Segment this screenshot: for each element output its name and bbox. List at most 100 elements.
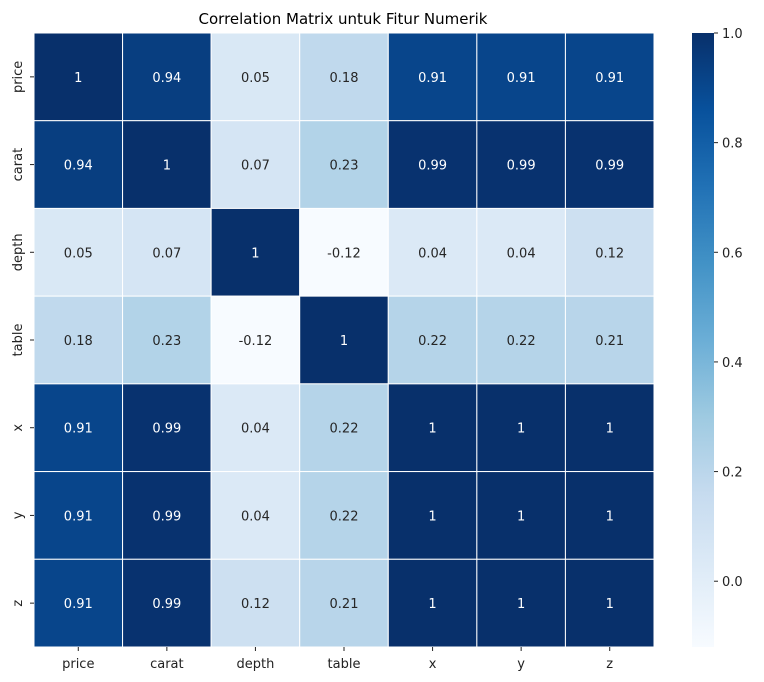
y-tick-label: z [11, 600, 26, 607]
heatmap-cell [210, 383, 301, 473]
heatmap-cell [387, 471, 478, 560]
heatmap-cell [210, 32, 301, 122]
cell-value-label: 0.91 [64, 597, 93, 612]
heatmap-cell [33, 558, 124, 648]
heatmap-cell [299, 207, 389, 297]
heatmap-cell [33, 207, 124, 297]
heatmap-cell [564, 558, 655, 648]
heatmap-cell [564, 383, 655, 473]
cell-value-label: 0.21 [595, 334, 624, 349]
cell-value-label: 0.99 [152, 422, 181, 437]
cell-value-label: 1 [606, 597, 614, 612]
cell-value-label: 0.18 [330, 71, 359, 86]
cell-value-label: 0.91 [64, 509, 93, 524]
y-tick-label: carat [11, 148, 26, 182]
cell-value-label: 0.99 [152, 509, 181, 524]
cell-value-label: 0.23 [330, 159, 359, 174]
heatmap-cell [476, 120, 566, 209]
colorbar-gradient [692, 33, 714, 647]
heatmap-cell [122, 471, 212, 560]
cell-value-label: 0.91 [595, 71, 624, 86]
heatmap-cell [387, 32, 478, 122]
cell-value-label: 1 [606, 509, 614, 524]
cell-value-label: 0.22 [330, 422, 359, 437]
heatmap-cell [210, 471, 301, 560]
colorbar-tick-label: 0.2 [722, 466, 743, 481]
cell-value-label: 0.99 [418, 159, 447, 174]
heatmap-cell [210, 207, 301, 297]
cell-value-label: 1 [428, 422, 436, 437]
cell-value-label: 0.12 [595, 246, 624, 261]
cell-value-label: 0.05 [64, 246, 93, 261]
heatmap-cell [387, 120, 478, 209]
heatmap-cell [476, 558, 566, 648]
cell-value-label: -0.12 [327, 246, 361, 261]
heatmap-cell [299, 32, 389, 122]
x-axis: price carat depth table x y z [62, 647, 613, 672]
heatmap-cell [33, 471, 124, 560]
x-tick-label: price [62, 657, 94, 672]
heatmap-cell [564, 295, 655, 385]
colorbar: 0.0 0.2 0.4 0.6 0.8 1.0 [692, 27, 743, 647]
cell-value-label: 1 [340, 334, 348, 349]
cell-value-label: 0.99 [152, 597, 181, 612]
heatmap-cell [122, 32, 212, 122]
cell-value-label: 1 [517, 597, 525, 612]
heatmap-cell [210, 558, 301, 648]
y-tick-label: depth [11, 233, 26, 271]
cell-value-label: 0.07 [152, 246, 181, 261]
cell-value-label: 0.04 [507, 246, 536, 261]
cell-value-label: 0.21 [330, 597, 359, 612]
cell-value-label: 0.04 [418, 246, 447, 261]
cell-value-label: 0.18 [64, 334, 93, 349]
y-axis: price carat depth table x y z [11, 61, 34, 607]
heatmap-cell [564, 120, 655, 209]
y-tick-label: x [11, 424, 26, 432]
cell-value-label: 1 [517, 509, 525, 524]
cell-value-label: 0.12 [241, 597, 270, 612]
heatmap-cell [299, 471, 389, 560]
heatmap-cell [33, 383, 124, 473]
heatmap-cells: 1 0.94 0.05 0.18 0.91 0.91 0.91 0.94 1 0.07 0.23 0.… [33, 32, 655, 648]
heatmap-cell [564, 471, 655, 560]
heatmap-cell [476, 207, 566, 297]
y-tick-label: table [11, 324, 26, 357]
cell-value-label: 0.94 [64, 159, 93, 174]
x-tick-label: y [517, 657, 525, 672]
colorbar-tick-label: 0.4 [722, 356, 743, 371]
heatmap-cell [299, 295, 389, 385]
cell-value-label: 0.22 [507, 334, 536, 349]
cell-value-label: 0.23 [152, 334, 181, 349]
cell-value-label: 0.22 [418, 334, 447, 349]
heatmap-cell [387, 207, 478, 297]
cell-value-label: 1 [251, 246, 259, 261]
cell-value-label: 1 [517, 422, 525, 437]
cell-value-label: 0.22 [330, 509, 359, 524]
y-tick-label: y [11, 511, 26, 519]
heatmap-cell [476, 295, 566, 385]
cell-value-label: 0.91 [418, 71, 447, 86]
chart-title: Correlation Matrix untuk Fitur Numerik [199, 10, 488, 28]
heatmap-cell [299, 558, 389, 648]
x-tick-label: table [328, 657, 361, 672]
colorbar-tick-label: 0.0 [722, 575, 743, 590]
heatmap-cell [387, 558, 478, 648]
cell-value-label: 0.05 [241, 71, 270, 86]
y-tick-label: price [11, 61, 26, 93]
cell-value-label: 1 [74, 71, 82, 86]
heatmap-cell [33, 295, 124, 385]
heatmap-cell [476, 32, 566, 122]
cell-value-label: 1 [163, 159, 171, 174]
x-tick-label: depth [237, 657, 275, 672]
cell-value-label: 1 [428, 509, 436, 524]
cell-value-label: 0.99 [595, 159, 624, 174]
cell-value-label: 0.99 [507, 159, 536, 174]
colorbar-tick-label: 0.8 [722, 137, 743, 152]
x-tick-label: carat [150, 657, 184, 672]
cell-value-label: 1 [606, 422, 614, 437]
cell-value-label: 0.91 [507, 71, 536, 86]
heatmap-cell [564, 207, 655, 297]
cell-value-label: 0.07 [241, 159, 270, 174]
